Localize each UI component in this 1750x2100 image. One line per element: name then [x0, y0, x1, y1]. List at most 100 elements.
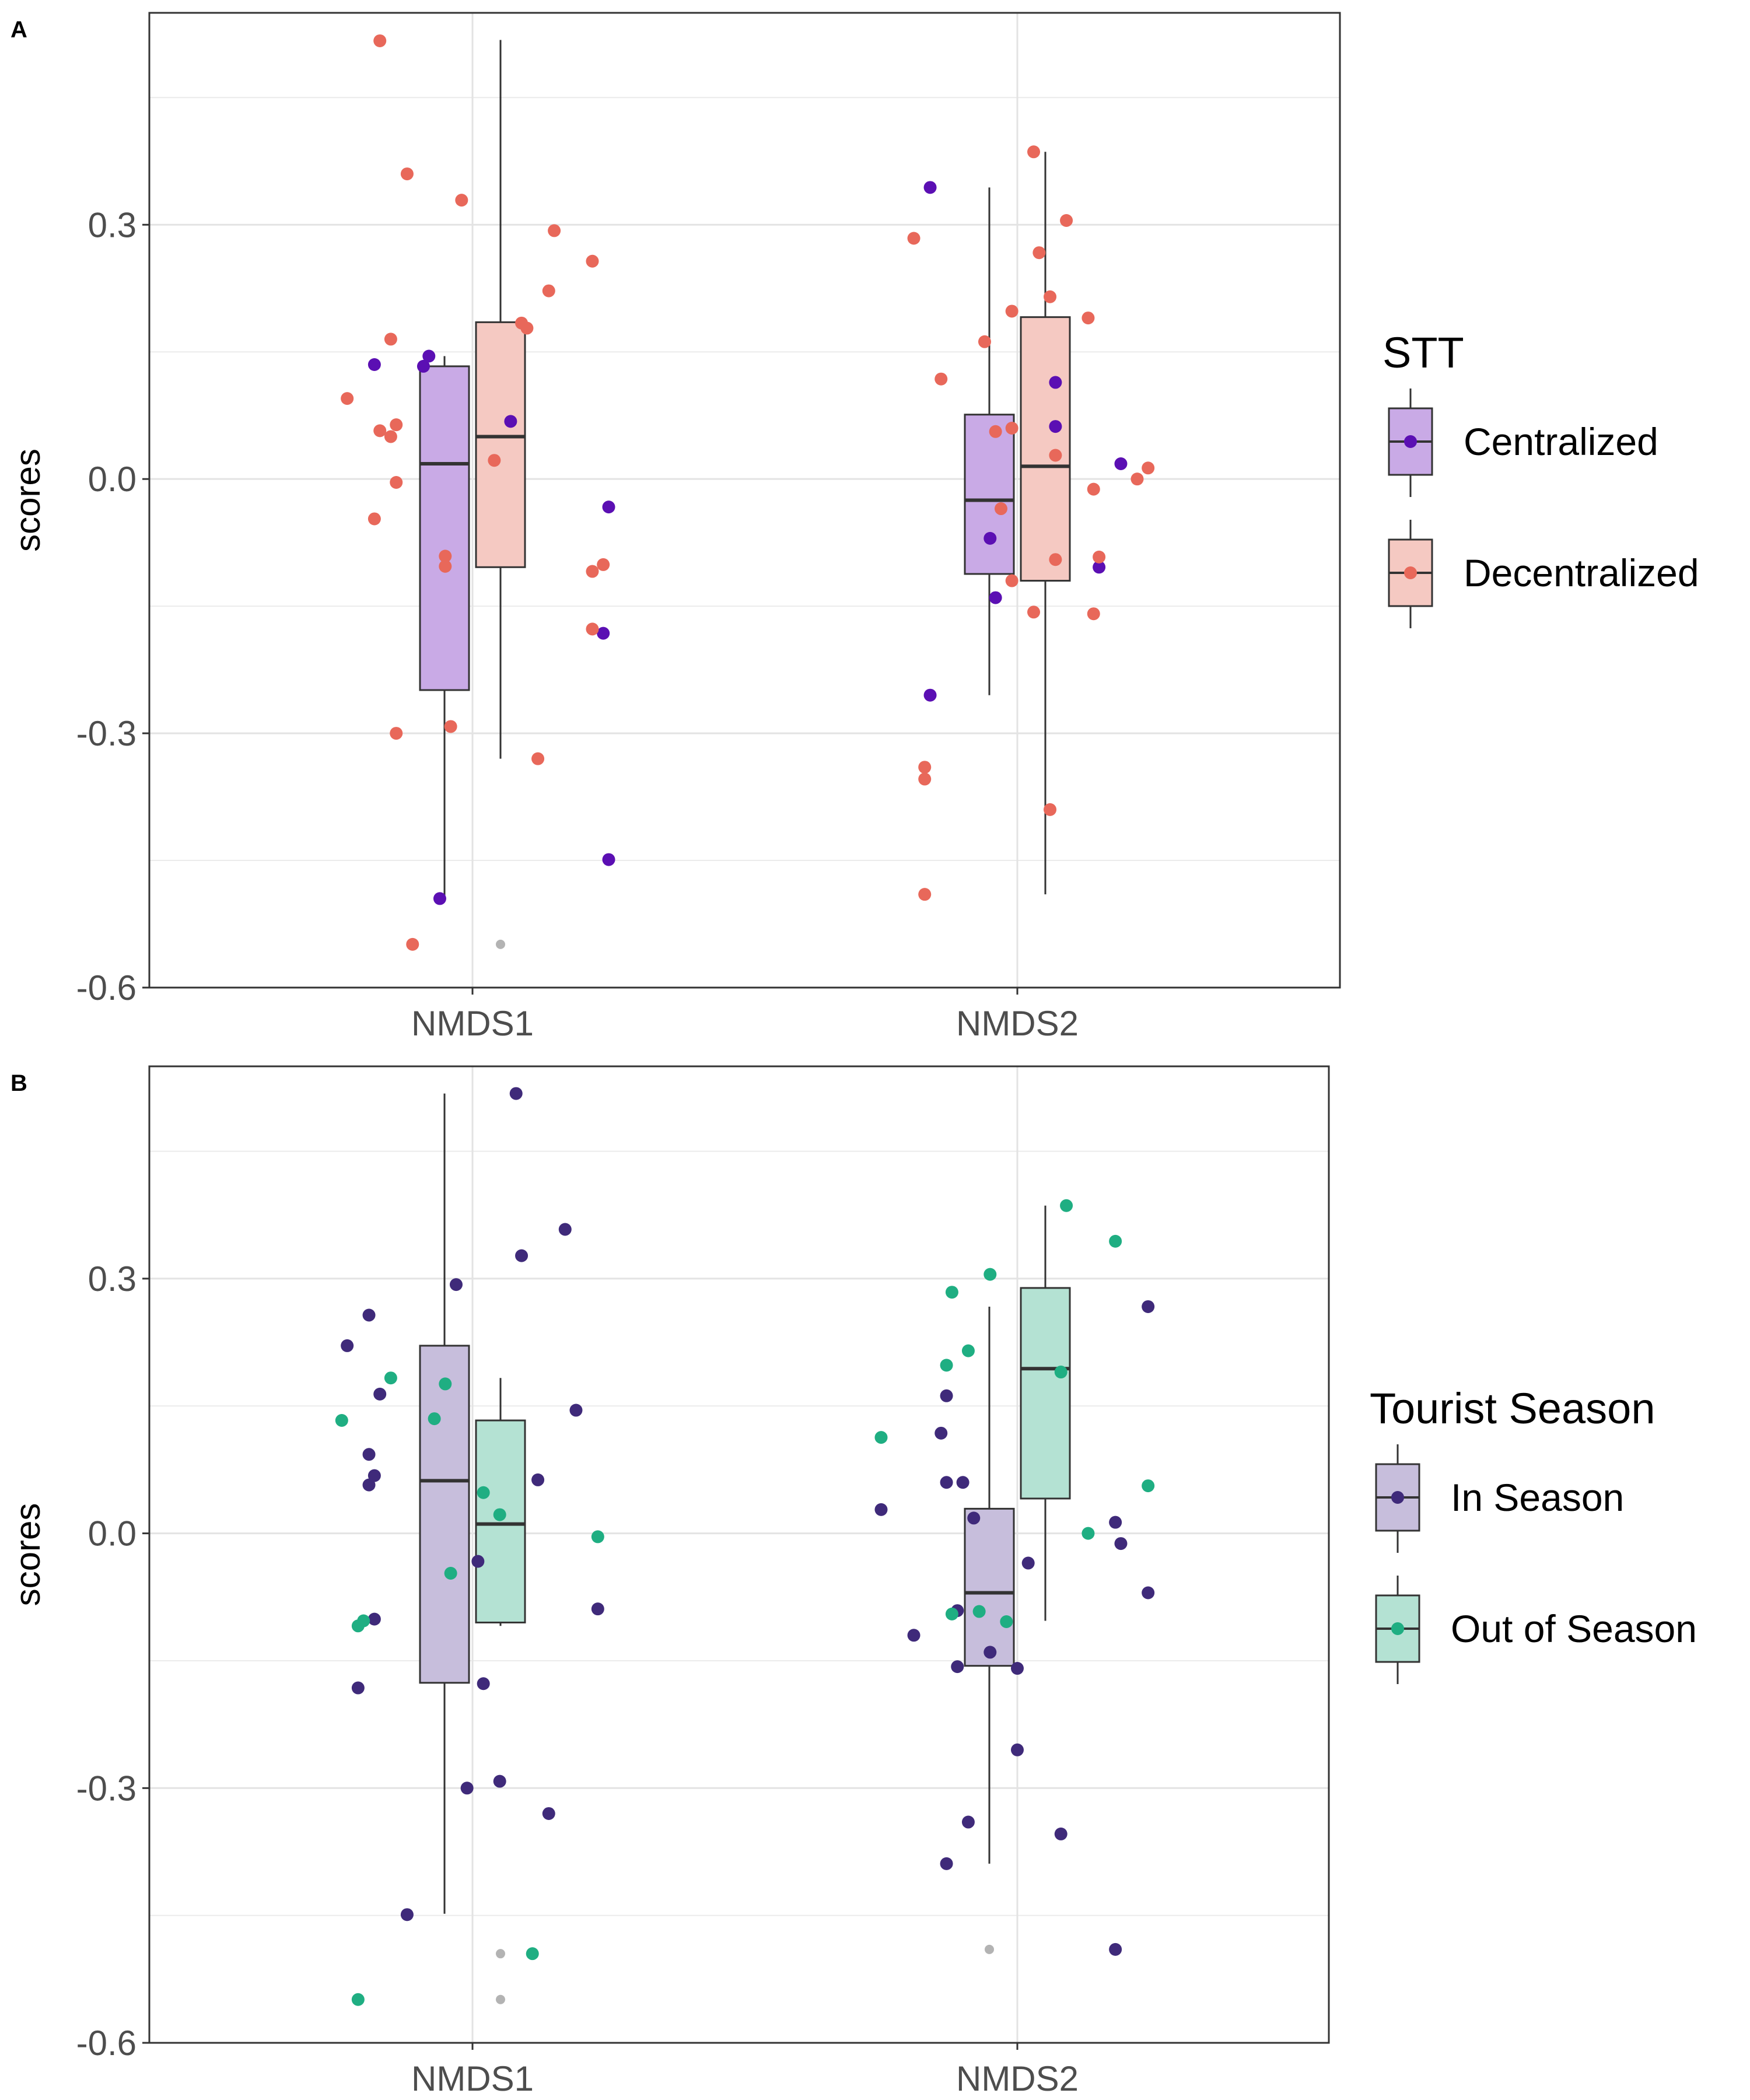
data-point — [1082, 312, 1095, 325]
data-point — [1049, 449, 1062, 462]
data-point — [1044, 803, 1057, 816]
data-point — [548, 224, 561, 237]
data-point — [602, 501, 615, 514]
data-point — [1060, 214, 1073, 227]
data-point — [1027, 145, 1041, 159]
data-point — [526, 1947, 539, 1961]
data-point — [907, 232, 921, 245]
legend-key-point — [1391, 1622, 1404, 1635]
data-point — [558, 1223, 572, 1236]
panel-letter-a: A — [10, 17, 27, 43]
data-point — [918, 761, 932, 774]
data-point — [1027, 606, 1041, 619]
data-point — [433, 892, 446, 905]
data-point — [586, 254, 599, 268]
data-point — [477, 1486, 490, 1499]
data-point — [1000, 1615, 1013, 1628]
data-point — [368, 358, 381, 372]
data-point — [923, 688, 937, 702]
data-point — [989, 425, 1002, 438]
y-tick-label: -0.3 — [76, 714, 136, 753]
data-point — [1114, 1537, 1128, 1550]
data-point — [368, 512, 381, 526]
data-point — [1005, 304, 1019, 318]
data-point — [515, 1249, 528, 1262]
data-point — [961, 1344, 975, 1357]
data-point — [945, 1607, 958, 1620]
data-point — [449, 1278, 463, 1292]
outlier-point — [985, 1944, 994, 1954]
data-point — [368, 1612, 381, 1626]
data-point — [1142, 1479, 1155, 1493]
panel-letter-b: B — [10, 1070, 27, 1096]
y-tick-label: -0.3 — [76, 1769, 136, 1808]
data-point — [373, 424, 387, 438]
data-point — [1087, 607, 1100, 621]
box-iqr — [1020, 316, 1071, 582]
data-point — [531, 752, 545, 765]
data-point — [935, 372, 948, 386]
data-point — [945, 1286, 958, 1299]
box-iqr — [1020, 1287, 1071, 1500]
data-point — [1011, 1743, 1024, 1756]
data-point — [956, 1476, 970, 1489]
data-point — [961, 1815, 975, 1829]
data-point — [351, 1619, 365, 1633]
data-point — [1093, 550, 1106, 564]
data-point — [335, 1414, 348, 1427]
data-point — [390, 727, 403, 740]
data-point — [984, 1646, 997, 1659]
data-point — [994, 502, 1007, 516]
legend-label: Decentralized — [1464, 551, 1699, 594]
data-point — [455, 194, 468, 207]
data-point — [984, 531, 997, 545]
legend-title: STT — [1382, 328, 1464, 377]
data-point — [520, 321, 534, 335]
y-tick-label: 0.0 — [88, 460, 136, 499]
data-point — [509, 1087, 523, 1100]
panel-border — [148, 1065, 1330, 2044]
box-iqr — [964, 1507, 1015, 1667]
data-point — [602, 853, 615, 866]
data-point — [1005, 421, 1019, 435]
data-point — [428, 1412, 441, 1426]
data-point — [477, 1677, 490, 1690]
data-point — [940, 1359, 953, 1372]
y-tick-label: -0.6 — [76, 2024, 136, 2063]
data-point — [1082, 1527, 1095, 1540]
data-point — [989, 591, 1002, 604]
box-iqr — [964, 414, 1015, 575]
data-point — [1011, 1662, 1024, 1675]
x-tick-label: NMDS1 — [411, 1004, 534, 1043]
data-point — [531, 1473, 545, 1486]
box-iqr — [419, 365, 470, 691]
data-point — [439, 1377, 452, 1391]
data-point — [935, 1426, 948, 1440]
y-tick-label: 0.0 — [88, 1514, 136, 1553]
data-point — [400, 1908, 414, 1922]
data-point — [1087, 482, 1100, 496]
legend-key-point — [1404, 435, 1417, 448]
outlier-point — [496, 939, 505, 949]
data-point — [984, 1268, 997, 1281]
data-point — [1142, 461, 1155, 475]
data-point — [439, 559, 452, 573]
data-point — [586, 565, 599, 578]
data-point — [591, 1602, 604, 1616]
data-point — [444, 720, 457, 733]
data-point — [1142, 1300, 1155, 1313]
data-point — [384, 430, 397, 443]
data-point — [1060, 1199, 1073, 1212]
data-point — [373, 34, 387, 47]
data-point — [978, 335, 991, 348]
data-point — [351, 1681, 365, 1695]
data-point — [951, 1660, 964, 1674]
data-point — [907, 1629, 921, 1642]
data-point — [422, 349, 436, 363]
data-point — [597, 626, 610, 640]
panel-a: A 0.3 0.0 -0.3 -0.6 NMDS1 NMDS2 scores STTCentr… — [8, 12, 1699, 1043]
data-point — [874, 1503, 888, 1516]
data-point — [1109, 1234, 1122, 1248]
